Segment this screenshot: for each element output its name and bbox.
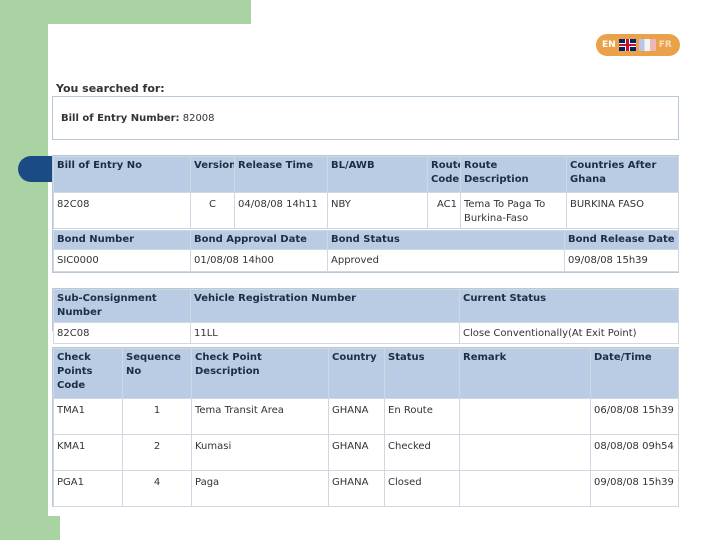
cell-datetime: 06/08/08 15h39 <box>590 398 679 435</box>
col-bond-release-date: Bond Release Date <box>564 230 679 250</box>
cell-code: KMA1 <box>53 434 123 471</box>
cell-bond-status: Approved <box>327 249 565 272</box>
cell-version: C <box>190 192 235 229</box>
bill-of-entry-table: Bill of Entry No Version Release Time BL… <box>53 156 679 229</box>
col-country: Country <box>328 348 385 399</box>
bill-data-row: 82C08 C 04/08/08 14h11 NBY AC1 Tema To P… <box>53 192 679 229</box>
col-sequence-no: Sequence No <box>122 348 192 399</box>
cell-remark <box>459 434 591 471</box>
cell-release-time: 04/08/08 14h11 <box>234 192 328 229</box>
cell-country: GHANA <box>328 470 385 507</box>
cell-country: GHANA <box>328 398 385 435</box>
col-bill-of-entry-no: Bill of Entry No <box>53 156 191 193</box>
col-bl-awb: BL/AWB <box>327 156 428 193</box>
bill-of-entry-label: Bill of Entry Number: <box>61 113 180 124</box>
cell-route-code: AC1 <box>427 192 461 229</box>
cell-country: GHANA <box>328 434 385 471</box>
cell-description: Tema Transit Area <box>191 398 329 435</box>
cell-status: Checked <box>384 434 460 471</box>
col-check-point-description: Check Point Description <box>191 348 329 399</box>
france-flag-icon[interactable] <box>638 39 656 51</box>
language-fr-label[interactable]: FR <box>658 40 672 50</box>
col-status: Status <box>384 348 460 399</box>
cell-remark <box>459 470 591 507</box>
col-route-code: Route Code <box>427 156 461 193</box>
consignment-header-row: Sub-Consignment Number Vehicle Registrat… <box>53 289 679 323</box>
col-bond-number: Bond Number <box>53 230 191 250</box>
cell-datetime: 08/08/08 09h54 <box>590 434 679 471</box>
language-en-label[interactable]: EN <box>602 40 616 50</box>
decor-green-bottom <box>0 516 60 540</box>
col-date-time: Date/Time <box>590 348 679 399</box>
cell-bond-release-date: 09/08/08 15h39 <box>564 249 679 272</box>
cell-bond-number: SIC0000 <box>53 249 191 272</box>
cell-status: Closed <box>384 470 460 507</box>
table-row: PGA1 4 Paga GHANA Closed 09/08/08 15h39 <box>53 470 679 507</box>
uk-flag-icon[interactable] <box>618 39 636 51</box>
col-bond-approval-date: Bond Approval Date <box>190 230 328 250</box>
decor-blue-tab <box>18 156 52 182</box>
col-bond-status: Bond Status <box>327 230 565 250</box>
cell-sequence: 2 <box>122 434 192 471</box>
col-check-points-code: Check Points Code <box>53 348 123 399</box>
cell-datetime: 09/08/08 15h39 <box>590 470 679 507</box>
cell-bond-approval-date: 01/08/08 14h00 <box>190 249 328 272</box>
bill-of-entry-value: 82008 <box>182 113 215 124</box>
table-row: TMA1 1 Tema Transit Area GHANA En Route … <box>53 398 679 435</box>
cell-sequence: 4 <box>122 470 192 507</box>
col-release-time: Release Time <box>234 156 328 193</box>
cell-sub-consignment-number: 82C08 <box>53 322 191 344</box>
checkpoints-header-row: Check Points Code Sequence No Check Poin… <box>53 348 679 399</box>
bond-data-row: SIC0000 01/08/08 14h00 Approved 09/08/08… <box>53 249 679 272</box>
cell-route-description: Tema To Paga To Burkina-Faso <box>460 192 567 229</box>
col-vehicle-registration-number: Vehicle Registration Number <box>190 289 460 323</box>
cell-countries-after-ghana: BURKINA FASO <box>566 192 679 229</box>
col-version: Version <box>190 156 235 193</box>
search-summary-box: Bill of Entry Number: 82008 <box>52 96 679 140</box>
cell-current-status: Close Conventionally(At Exit Point) <box>459 322 679 344</box>
bill-header-row: Bill of Entry No Version Release Time BL… <box>53 156 679 193</box>
decor-green-left <box>0 0 48 540</box>
cell-code: PGA1 <box>53 470 123 507</box>
cell-status: En Route <box>384 398 460 435</box>
cell-vehicle-registration-number: 11LL <box>190 322 460 344</box>
cell-bill-of-entry-no: 82C08 <box>53 192 191 229</box>
cell-remark <box>459 398 591 435</box>
bond-table: Bond Number Bond Approval Date Bond Stat… <box>53 230 679 272</box>
col-route-description: Route Description <box>460 156 567 193</box>
search-heading: You searched for: <box>56 82 165 95</box>
bond-header-row: Bond Number Bond Approval Date Bond Stat… <box>53 230 679 250</box>
cell-sequence: 1 <box>122 398 192 435</box>
col-sub-consignment-number: Sub-Consignment Number <box>53 289 191 323</box>
col-current-status: Current Status <box>459 289 679 323</box>
consignment-table: Sub-Consignment Number Vehicle Registrat… <box>53 289 679 344</box>
col-countries-after-ghana: Countries After Ghana <box>566 156 679 193</box>
cell-code: TMA1 <box>53 398 123 435</box>
cell-description: Paga <box>191 470 329 507</box>
consignment-data-row: 82C08 11LL Close Conventionally(At Exit … <box>53 322 679 344</box>
checkpoints-table: Check Points Code Sequence No Check Poin… <box>53 348 679 507</box>
cell-bl-awb: NBY <box>327 192 428 229</box>
table-row: KMA1 2 Kumasi GHANA Checked 08/08/08 09h… <box>53 434 679 471</box>
language-switcher: EN FR <box>596 34 680 56</box>
cell-description: Kumasi <box>191 434 329 471</box>
col-remark: Remark <box>459 348 591 399</box>
